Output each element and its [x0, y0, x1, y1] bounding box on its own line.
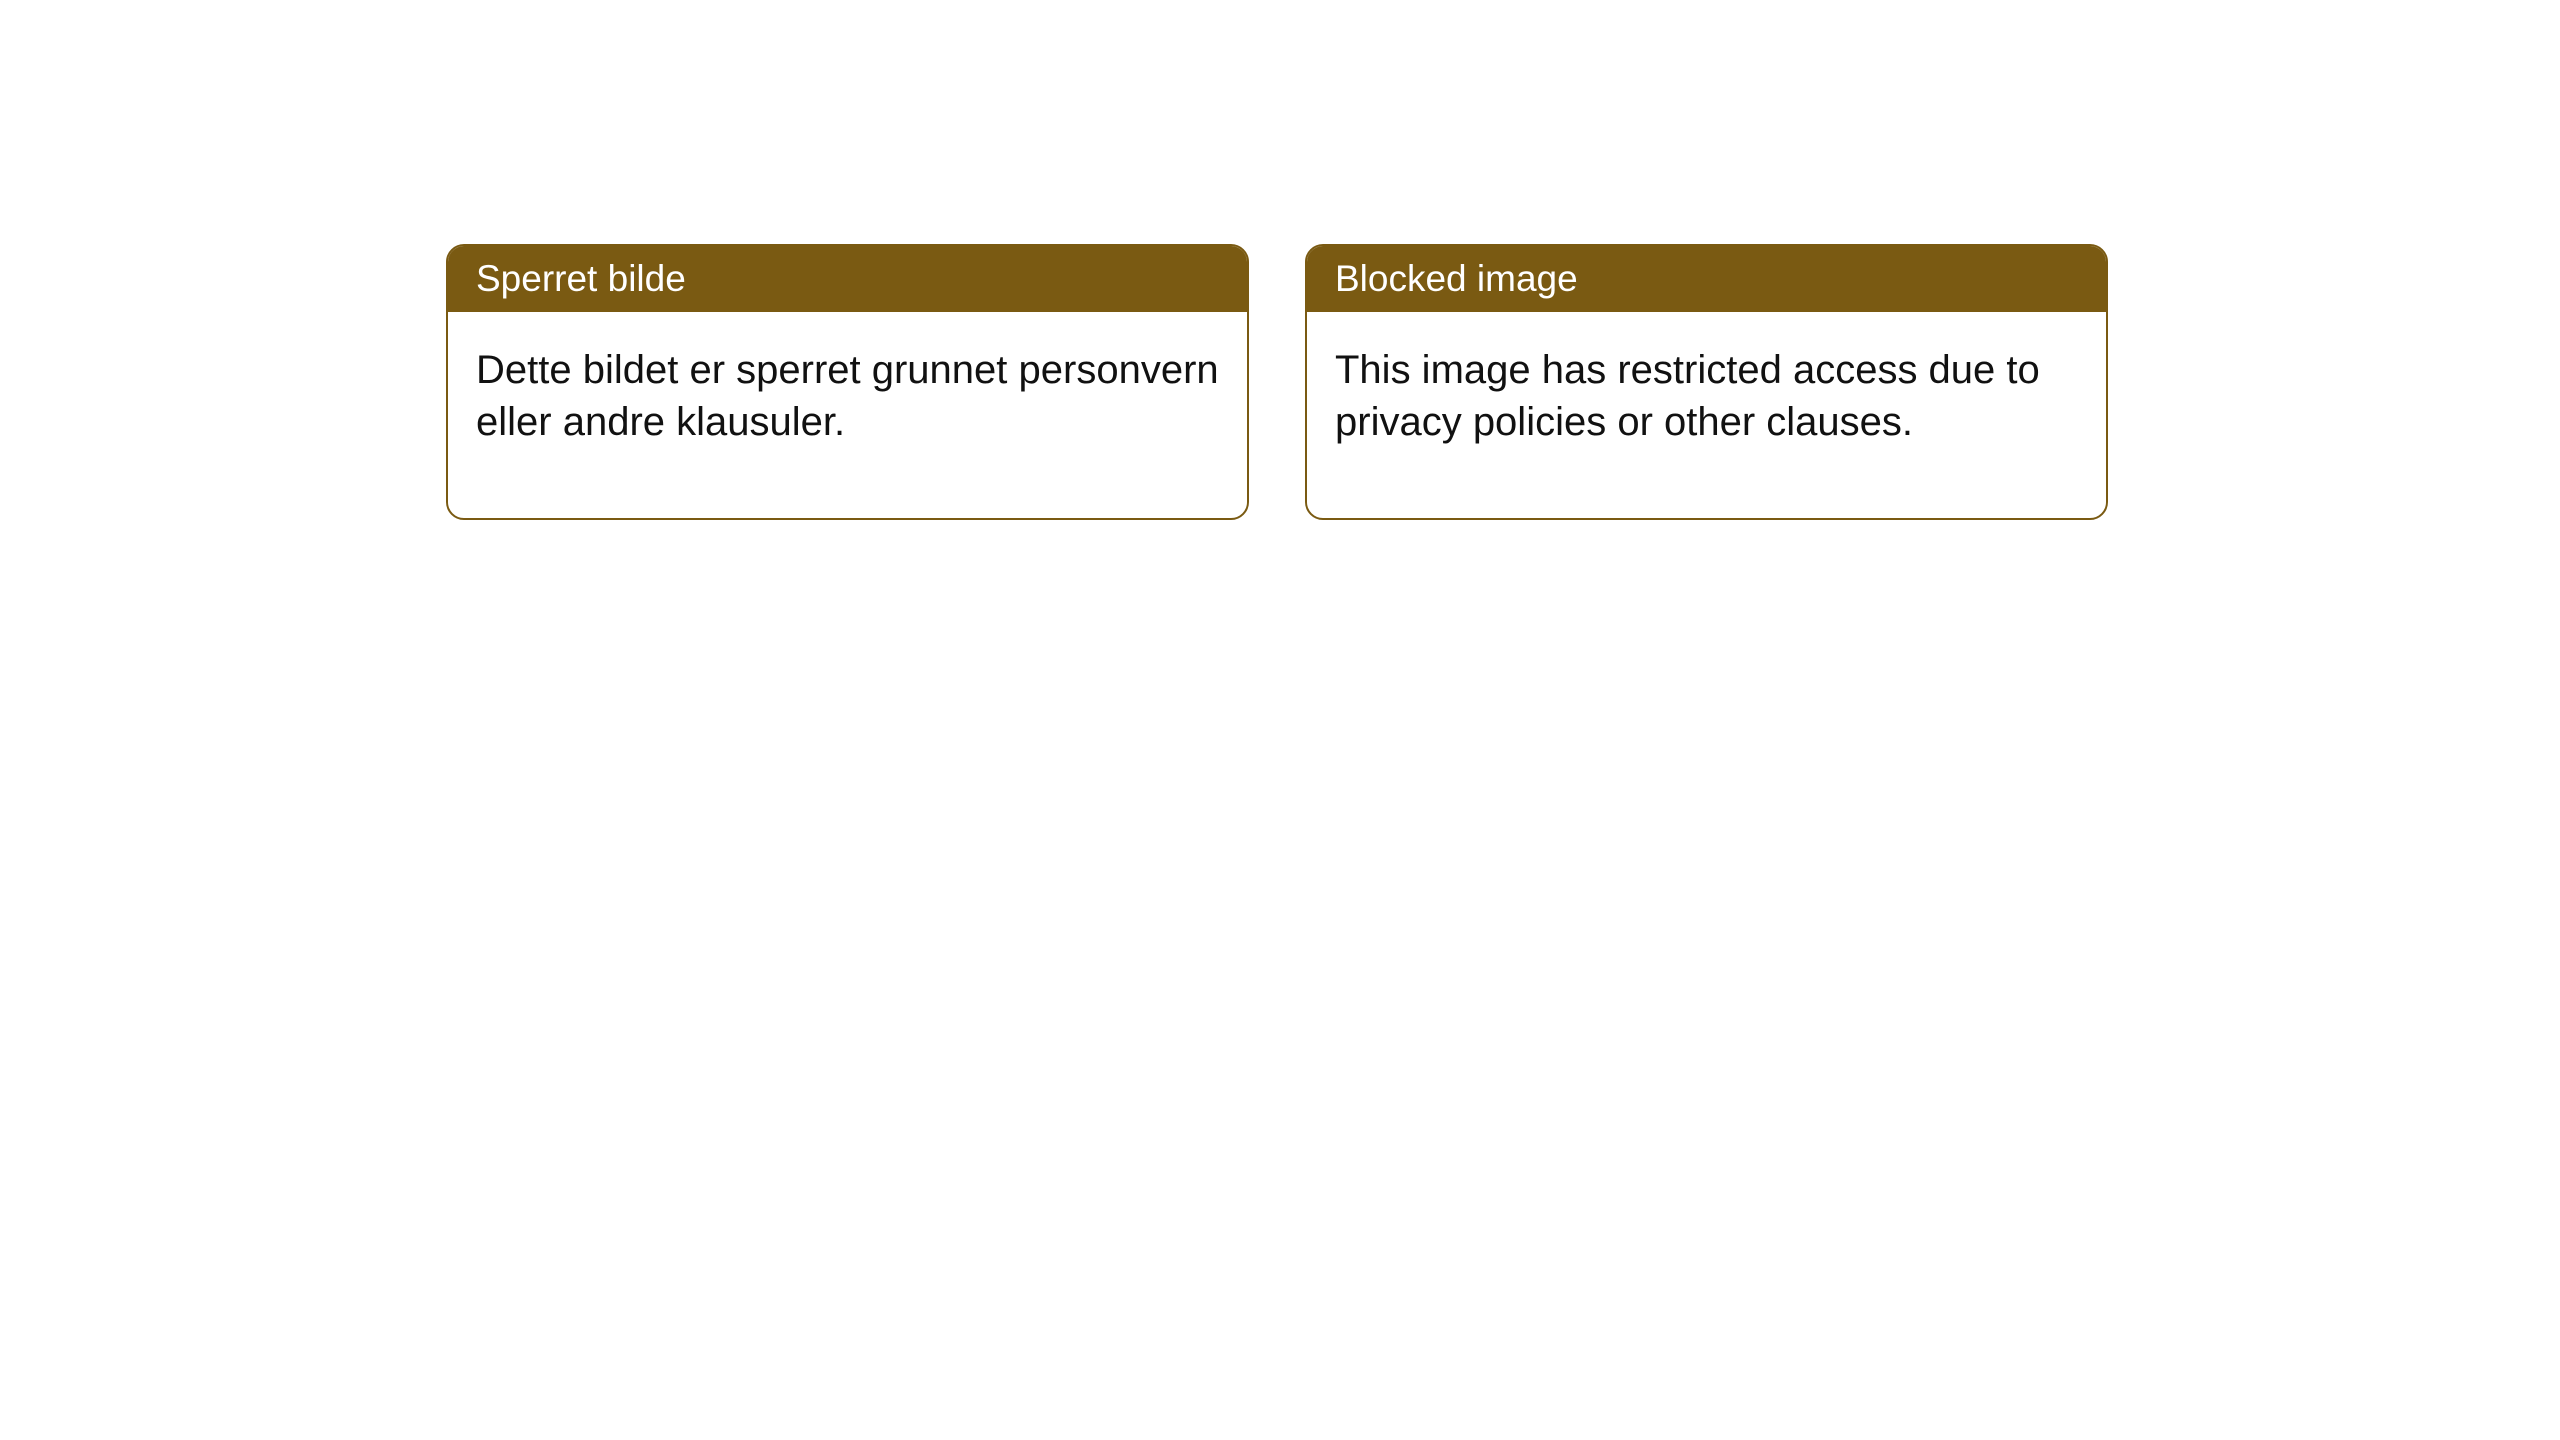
notice-card-norwegian: Sperret bilde Dette bildet er sperret gr…	[446, 244, 1249, 520]
notice-body-text: Dette bildet er sperret grunnet personve…	[476, 348, 1219, 444]
notice-header: Blocked image	[1307, 246, 2106, 312]
notice-card-english: Blocked image This image has restricted …	[1305, 244, 2108, 520]
notice-title: Sperret bilde	[476, 258, 686, 299]
notice-title: Blocked image	[1335, 258, 1578, 299]
notice-body-text: This image has restricted access due to …	[1335, 348, 2040, 444]
notice-header: Sperret bilde	[448, 246, 1247, 312]
notice-container: Sperret bilde Dette bildet er sperret gr…	[446, 244, 2108, 520]
notice-body: Dette bildet er sperret grunnet personve…	[448, 312, 1247, 518]
notice-body: This image has restricted access due to …	[1307, 312, 2106, 518]
